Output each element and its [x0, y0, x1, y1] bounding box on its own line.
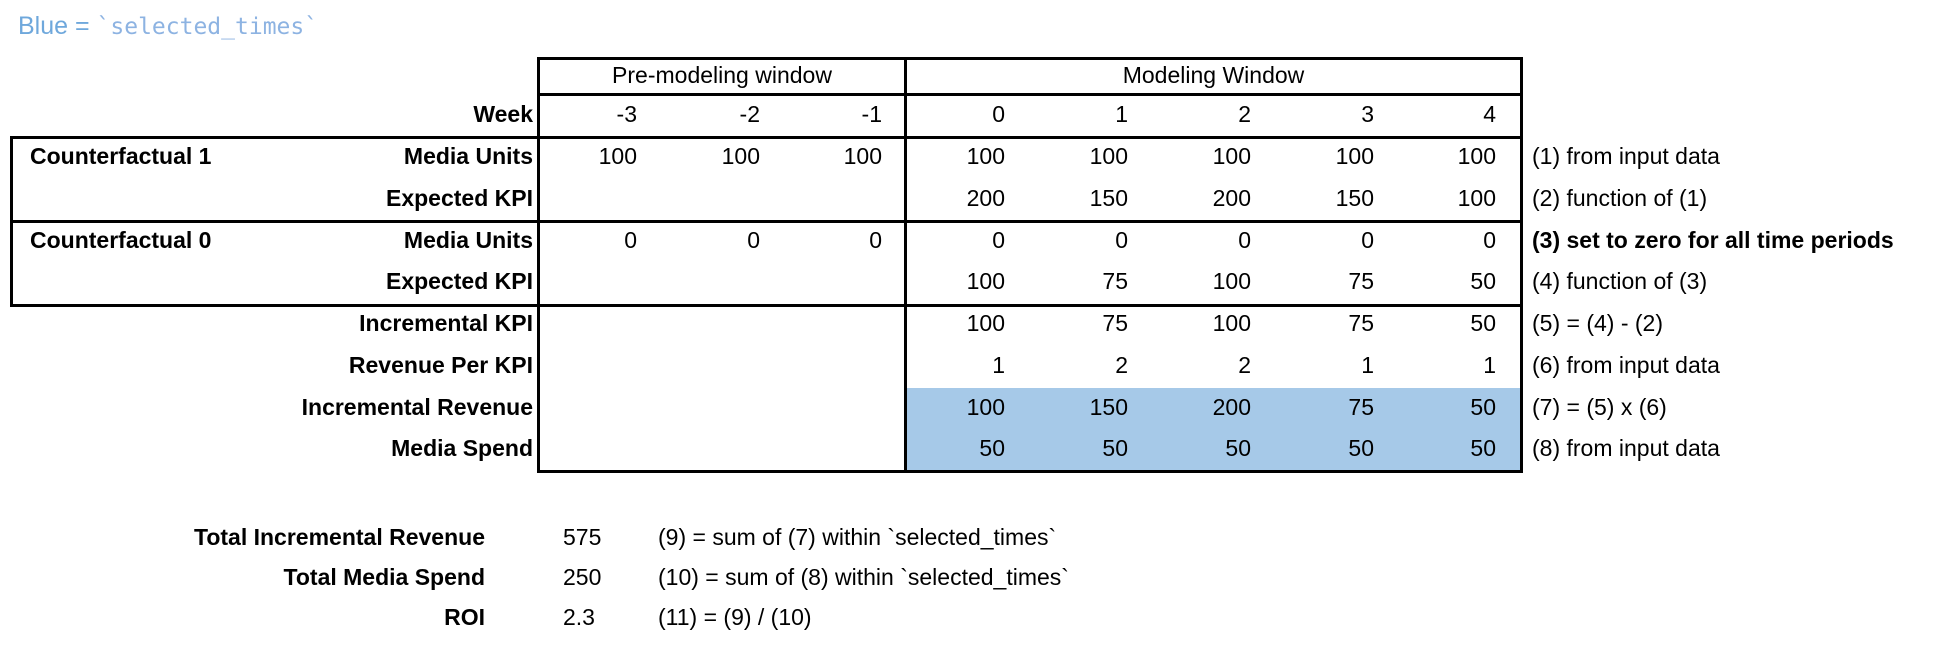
week-row-divider — [10, 136, 1523, 139]
data-cell: 100 — [1089, 143, 1128, 169]
data-cell: 0 — [992, 226, 1005, 253]
summary-label: ROI — [444, 604, 485, 630]
data-cell: 100 — [966, 143, 1005, 169]
summary-annotation: (9) = sum of (7) within `selected_times` — [658, 524, 1057, 550]
data-cell: 150 — [1089, 184, 1128, 211]
data-cell: 0 — [1483, 226, 1496, 253]
data-cell: 50 — [1225, 435, 1251, 462]
data-cell: 75 — [1348, 393, 1374, 420]
row-label: Media Units — [403, 226, 533, 253]
row-label: Expected KPI — [386, 184, 533, 211]
table-border-window-divider — [904, 57, 907, 473]
data-cell: 50 — [979, 435, 1005, 462]
week-cell: 0 — [992, 101, 1005, 127]
data-cell: 100 — [598, 143, 637, 169]
row-annotation: (3) set to zero for all time periods — [1532, 226, 1894, 253]
data-cell: 0 — [624, 226, 637, 253]
data-cell: 75 — [1102, 268, 1128, 295]
data-cell: 2 — [1238, 351, 1251, 378]
data-cell: 50 — [1470, 435, 1496, 462]
header-divider — [537, 93, 1523, 96]
data-cell: 200 — [1212, 184, 1251, 211]
data-cell: 100 — [966, 310, 1005, 336]
counterfactual0-box-bottom — [10, 304, 1523, 307]
data-cell: 75 — [1102, 310, 1128, 336]
summary-label: Total Incremental Revenue — [194, 524, 485, 550]
data-cell: 100 — [1457, 143, 1496, 169]
data-cell: 50 — [1470, 393, 1496, 420]
data-cell: 75 — [1348, 268, 1374, 295]
table-border-top — [537, 57, 1523, 60]
data-cell: 50 — [1102, 435, 1128, 462]
data-cell: 100 — [966, 268, 1005, 295]
summary-annotation: (11) = (9) / (10) — [658, 604, 812, 630]
table-border-bottom — [537, 470, 1523, 473]
data-cell: 100 — [966, 393, 1005, 420]
table-border-right — [1520, 57, 1523, 473]
row-label: Incremental KPI — [359, 310, 533, 336]
blue-legend: Blue = `selected_times` — [18, 10, 318, 42]
row-label: Media Spend — [391, 435, 533, 462]
data-cell: 100 — [1212, 310, 1251, 336]
data-cell: 100 — [1212, 268, 1251, 295]
data-cell: 1 — [1361, 351, 1374, 378]
week-cell: -1 — [861, 101, 882, 127]
row-label: Incremental Revenue — [301, 393, 533, 420]
week-cell: 3 — [1361, 101, 1374, 127]
week-cell: -3 — [616, 101, 637, 127]
week-cell: 4 — [1483, 101, 1496, 127]
row-annotation: (7) = (5) x (6) — [1532, 393, 1667, 420]
row-label: Revenue Per KPI — [348, 351, 533, 378]
row-annotation: (2) function of (1) — [1532, 184, 1708, 211]
selected-times-highlight — [906, 388, 1523, 473]
row-annotation: (4) function of (3) — [1532, 268, 1708, 295]
data-cell: 100 — [1212, 143, 1251, 169]
data-cell: 0 — [747, 226, 760, 253]
selected-times-code: `selected_times` — [96, 14, 319, 40]
row-annotation: (8) from input data — [1532, 435, 1720, 462]
data-cell: 100 — [843, 143, 882, 169]
data-cell: 1 — [1483, 351, 1496, 378]
data-cell: 50 — [1348, 435, 1374, 462]
summary-value: 2.3 — [563, 604, 595, 630]
data-cell: 50 — [1470, 268, 1496, 295]
data-cell: 100 — [721, 143, 760, 169]
data-cell: 0 — [1238, 226, 1251, 253]
data-cell: 0 — [1361, 226, 1374, 253]
week-row-label: Week — [473, 101, 533, 127]
row-label: Media Units — [403, 143, 533, 169]
row-annotation: (6) from input data — [1532, 351, 1720, 378]
data-cell: 75 — [1348, 310, 1374, 336]
week-cell: 1 — [1115, 101, 1128, 127]
week-cell: -2 — [739, 101, 760, 127]
summary-annotation: (10) = sum of (8) within `selected_times… — [658, 564, 1069, 590]
counterfactual1-box-bottom — [10, 220, 1523, 223]
data-cell: 150 — [1335, 184, 1374, 211]
row-label: Expected KPI — [386, 268, 533, 295]
row-annotation: (5) = (4) - (2) — [1532, 310, 1663, 336]
table-border-left — [537, 57, 540, 473]
data-cell: 100 — [1335, 143, 1374, 169]
blue-legend-prefix: Blue = — [18, 12, 97, 40]
summary-value: 250 — [563, 564, 602, 590]
counterfactual-group-label: Counterfactual 1 — [30, 143, 212, 169]
summary-value: 575 — [563, 524, 602, 550]
week-cell: 2 — [1238, 101, 1251, 127]
data-cell: 200 — [966, 184, 1005, 211]
row-annotation: (1) from input data — [1532, 143, 1720, 169]
data-cell: 150 — [1089, 393, 1128, 420]
data-cell: 0 — [1115, 226, 1128, 253]
pre-modeling-window-header: Pre-modeling window — [612, 62, 832, 88]
data-cell: 2 — [1115, 351, 1128, 378]
data-cell: 1 — [992, 351, 1005, 378]
summary-label: Total Media Spend — [283, 564, 485, 590]
data-cell: 100 — [1457, 184, 1496, 211]
data-cell: 200 — [1212, 393, 1251, 420]
counterfactual-group-label: Counterfactual 0 — [30, 226, 212, 253]
data-cell: 50 — [1470, 310, 1496, 336]
modeling-window-header: Modeling Window — [1122, 62, 1305, 88]
data-cell: 0 — [869, 226, 882, 253]
